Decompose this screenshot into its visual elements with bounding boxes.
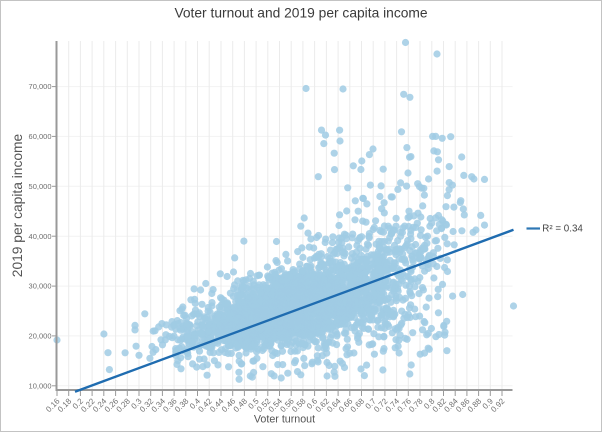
svg-text:30,000: 30,000 — [29, 282, 52, 291]
svg-text:R² = 0.34: R² = 0.34 — [542, 224, 583, 235]
svg-text:2019 per capita income: 2019 per capita income — [10, 133, 25, 277]
svg-text:50,000: 50,000 — [29, 182, 52, 191]
svg-text:10,000: 10,000 — [29, 381, 52, 390]
svg-text:20,000: 20,000 — [29, 332, 52, 341]
svg-text:40,000: 40,000 — [29, 232, 52, 241]
svg-text:Voter turnout: Voter turnout — [254, 413, 315, 425]
svg-text:60,000: 60,000 — [29, 132, 52, 141]
svg-text:Voter turnout and 2019 per cap: Voter turnout and 2019 per capita income — [174, 6, 427, 21]
svg-text:70,000: 70,000 — [29, 82, 52, 91]
